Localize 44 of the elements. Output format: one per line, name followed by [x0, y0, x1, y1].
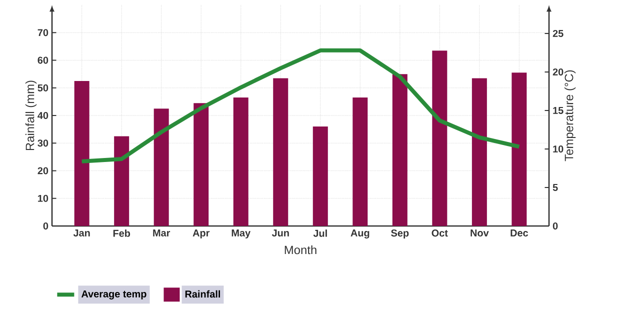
y-tick-label: 60: [38, 56, 48, 64]
legend-label: Rainfall: [185, 290, 220, 298]
bar: [392, 74, 408, 226]
bar: [472, 78, 487, 226]
y2-tick-label: 0: [552, 222, 558, 230]
bar: [512, 72, 527, 226]
x-tick-label: Sep: [391, 230, 409, 239]
legend-label: Average temp: [81, 290, 146, 300]
y-tick-label: 40: [38, 112, 48, 120]
y-tick-label: 30: [38, 140, 48, 147]
bar: [312, 126, 328, 226]
y2-tick-label: 10: [553, 145, 564, 153]
bar: [114, 136, 130, 226]
x-tick-label: Feb: [113, 230, 130, 237]
x-tick-label: Mar: [153, 230, 170, 236]
bar: [233, 98, 248, 226]
y-tick-label: 0: [43, 222, 48, 230]
y2-tick-label: 15: [553, 107, 564, 114]
x-tick-label: Dec: [510, 230, 528, 236]
x-tick-label: Nov: [470, 230, 489, 236]
y2-tick-label: 5: [552, 184, 558, 191]
y-tick-label: 10: [38, 194, 48, 202]
y-tick-label: 20: [38, 167, 48, 174]
line-series: [80, 48, 522, 164]
x-tick-label: Jan: [73, 230, 90, 236]
x-tick-label: Jul: [313, 230, 327, 237]
y-tick-label: 50: [38, 84, 48, 92]
x-tick-label: Jun: [272, 230, 289, 236]
y-tick-label: 70: [38, 29, 48, 36]
bar: [154, 108, 169, 226]
bar: [273, 78, 288, 226]
x-tick-label: Apr: [192, 230, 210, 238]
x-axis-title: Month: [284, 245, 316, 254]
bar: [352, 98, 368, 226]
bar: [194, 103, 209, 226]
y2-axis-title: Temperature (°C): [564, 70, 576, 162]
y2-tick-label: 20: [552, 68, 564, 76]
x-tick-label: Oct: [432, 230, 448, 237]
y2-tick-label: 25: [552, 30, 564, 38]
y-axis-title: Rainfall (mm): [25, 80, 37, 150]
x-tick-label: May: [232, 230, 250, 238]
bar: [74, 80, 90, 226]
x-tick-label: Aug: [350, 230, 370, 238]
bar: [432, 50, 448, 226]
